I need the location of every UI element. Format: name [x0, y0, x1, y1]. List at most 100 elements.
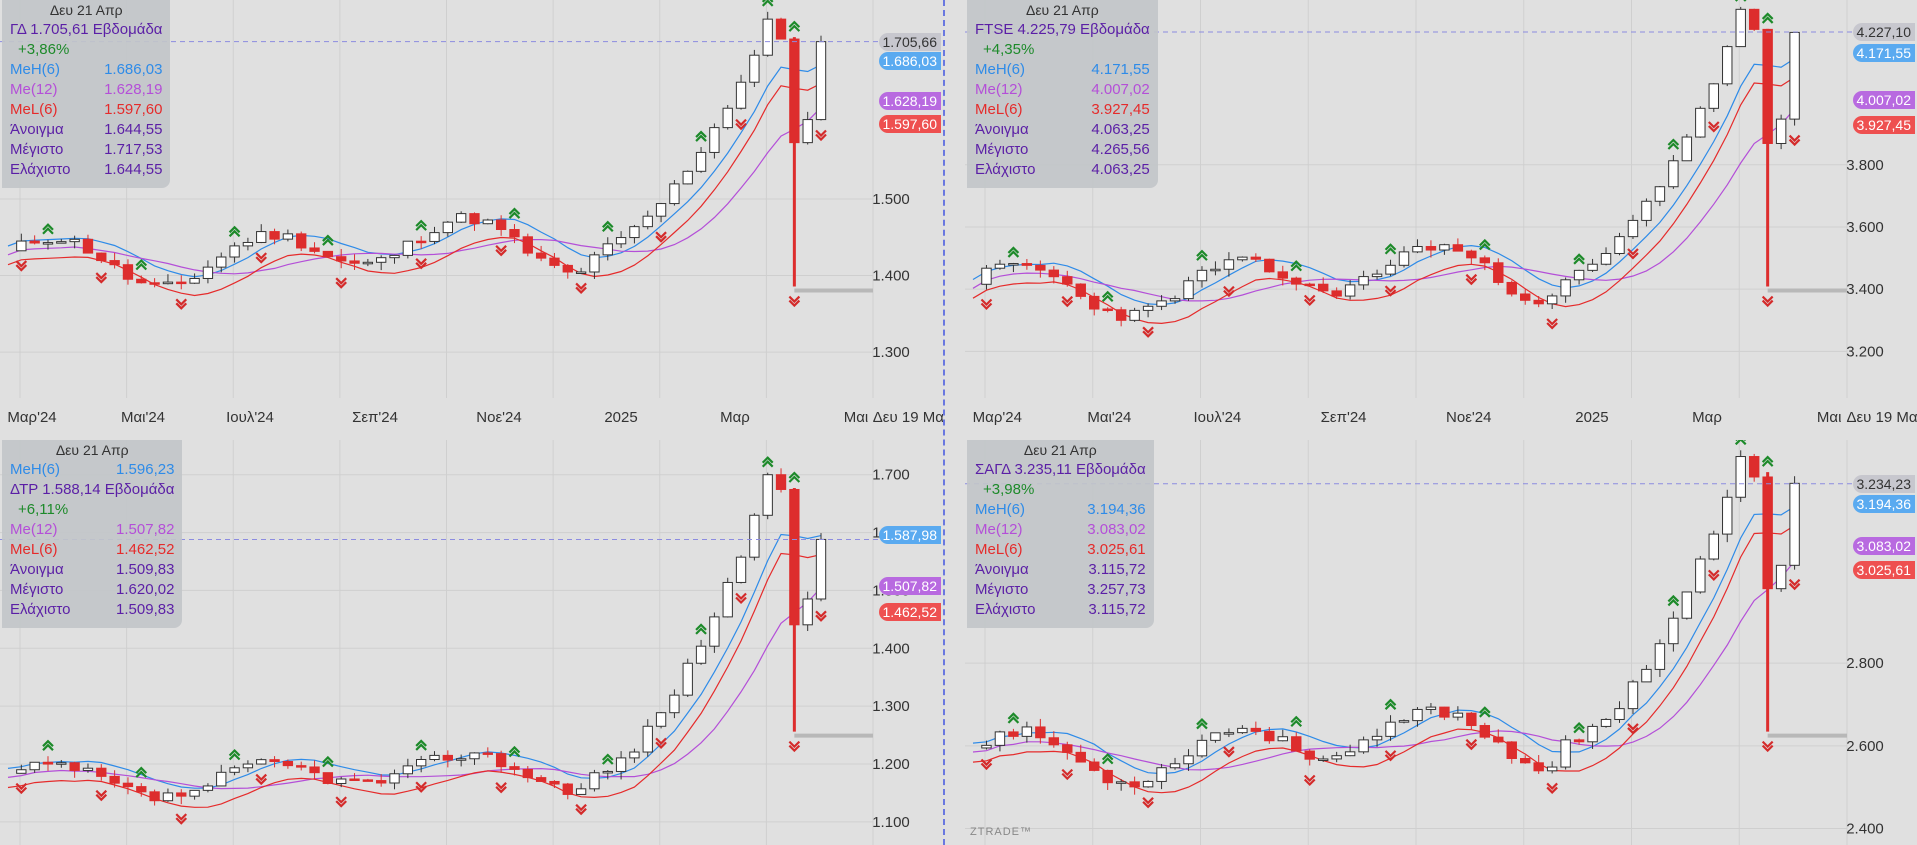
legend-label: MeH(6)	[10, 61, 61, 78]
candle-body	[362, 779, 374, 782]
candle-body	[1439, 244, 1450, 251]
legend-label: MeH(6)	[10, 461, 61, 478]
candle-body	[1223, 259, 1235, 270]
signal-up-icon	[1384, 243, 1397, 255]
crosshair-vertical-line	[943, 0, 945, 845]
candle-body	[162, 281, 174, 285]
candle-body	[1573, 269, 1585, 281]
candle-body	[189, 277, 200, 284]
legend-value: 1.628,19	[104, 81, 163, 98]
candle-body	[1237, 727, 1248, 734]
legend-label: Άνοιγμα	[10, 561, 64, 578]
candle-body	[535, 777, 547, 782]
panel-sagd[interactable]: 2.400 2.600 2.800 3.234,23 3.194,36 3.083,02 3…	[965, 440, 1917, 845]
legend-change: +6,11%	[18, 501, 69, 518]
signal-up-icon	[601, 753, 614, 765]
signal-down-icon	[1223, 746, 1235, 758]
candle-body	[16, 240, 27, 252]
candle-body	[682, 662, 693, 696]
legend-title: ΔΤΡ 1.588,14 Εβδομάδα	[10, 481, 175, 498]
candle-body	[1546, 766, 1558, 772]
candle-body	[349, 778, 360, 781]
signal-up-icon	[1573, 721, 1585, 734]
candle-body	[122, 264, 134, 280]
candle-body	[749, 54, 760, 83]
price-tag: 3.083,02	[1852, 537, 1915, 556]
candle-body	[109, 775, 120, 784]
candle-body	[1412, 708, 1423, 722]
candle-body	[469, 213, 480, 225]
signal-down-icon	[15, 260, 28, 272]
candle-body	[349, 260, 360, 264]
x-tick-label: Σεπ'24	[352, 409, 398, 426]
candle-body	[1681, 591, 1693, 619]
signal-down-icon	[255, 773, 268, 786]
candle-body	[1587, 725, 1598, 743]
candle-body	[1439, 706, 1450, 718]
x-tick-label: Μαρ	[1692, 409, 1722, 426]
candle-body	[1142, 305, 1154, 311]
signal-down-icon	[815, 129, 827, 142]
signal-down-icon	[575, 282, 587, 295]
y-tick-label: 1.200	[872, 756, 910, 773]
signal-down-icon	[335, 277, 347, 289]
panel-dtr[interactable]: 1.1001.2001.3001.4001.5001.6001.7001.587…	[0, 440, 943, 845]
signal-down-icon	[1788, 134, 1801, 147]
candle-body	[202, 266, 214, 279]
candle-body	[1641, 668, 1652, 683]
price-tag: 4.007,02	[1852, 91, 1915, 110]
signal-down-icon	[980, 298, 993, 311]
candle-body	[1008, 263, 1019, 266]
x-tick-label: Νοε'24	[476, 409, 521, 426]
y-tick-label: 1.400	[872, 268, 910, 285]
candle-body	[1210, 268, 1221, 272]
candle-body	[602, 243, 613, 256]
legend-box: Δευ 21 Απρ ΓΔ 1.705,61 Εβδομάδα +3,86% MeH(…	[2, 0, 171, 188]
candle-body	[216, 771, 227, 787]
signal-up-icon	[1761, 12, 1774, 24]
candle-body	[469, 752, 480, 760]
y-tick-label: 1.700	[872, 467, 910, 484]
signal-down-icon	[1061, 295, 1074, 308]
signal-down-icon	[1223, 285, 1235, 298]
panel-gd[interactable]: 1.300 1.400 1.500 Μαρ'24 Μαι'24 Ιουλ'24 Σεπ'24…	[0, 0, 943, 432]
signal-down-icon	[495, 245, 507, 257]
signal-up-icon	[761, 456, 774, 468]
signal-up-icon	[415, 739, 427, 751]
legend-row: MeH(6) 4.171,55	[975, 60, 1150, 80]
legend-value: 1.596,23	[116, 461, 175, 478]
legend-date: Δευ 21 Απρ	[55, 442, 129, 458]
candle-body	[522, 768, 533, 779]
signal-up-icon	[761, 0, 774, 7]
candle-body	[229, 245, 240, 258]
signal-up-icon	[508, 207, 521, 219]
signal-up-icon	[1667, 138, 1680, 150]
legend-label: Me(12)	[10, 81, 58, 98]
candle-body	[1708, 83, 1719, 109]
candle-body	[1627, 219, 1639, 238]
signal-down-icon	[255, 252, 268, 264]
signal-up-icon	[1479, 706, 1491, 718]
candle-body	[1560, 739, 1571, 768]
candle-body	[1614, 236, 1625, 254]
candle-body	[1385, 264, 1396, 275]
candle-body	[1183, 755, 1194, 765]
candle-body	[509, 228, 520, 238]
candle-body	[322, 250, 334, 258]
panel-ftse[interactable]: 3.200 3.400 3.600 3.800 Μαρ'24 Μαι'24 Ιουλ'24 Σ…	[965, 0, 1917, 432]
signal-up-icon	[322, 755, 334, 768]
candle-body	[1668, 617, 1679, 645]
candle-body	[1317, 758, 1329, 761]
x-tick-label: Δευ 19 Μαι	[873, 409, 943, 426]
signal-down-icon	[980, 758, 993, 771]
candle-body	[1654, 186, 1666, 202]
price-tag: 1.507,82	[878, 576, 941, 595]
candle-body	[269, 759, 280, 762]
candle-body	[1291, 277, 1302, 285]
y-tick-label: 2.800	[1846, 655, 1884, 672]
candle-body	[735, 81, 747, 109]
signal-up-icon	[228, 225, 241, 238]
candle-body	[416, 759, 427, 767]
legend-value: 1.686,03	[104, 61, 163, 78]
candle-body	[29, 240, 40, 244]
